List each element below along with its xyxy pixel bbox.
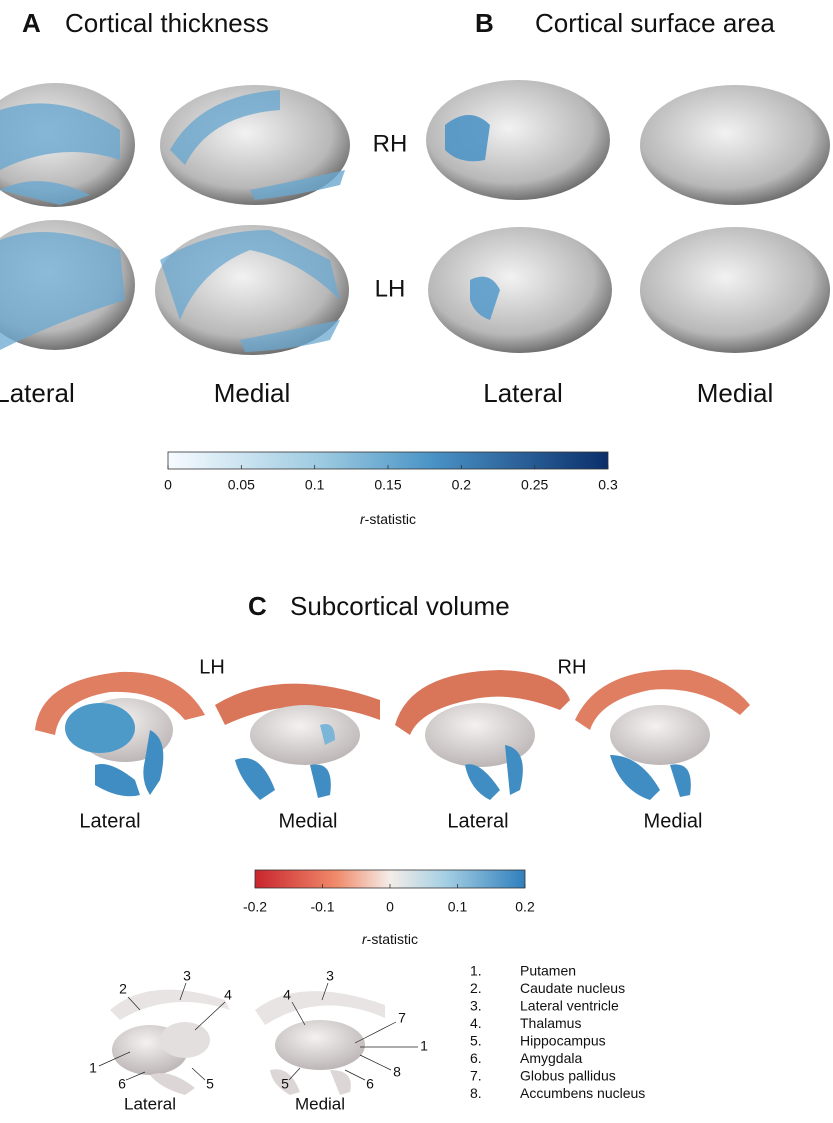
key-number: 5 xyxy=(206,1076,214,1092)
key-number: 6 xyxy=(118,1076,126,1092)
key-caption: Lateral xyxy=(124,1094,176,1113)
panel-title: Cortical surface area xyxy=(535,8,775,38)
key-list-number: 2. xyxy=(470,980,482,996)
brain-images xyxy=(0,80,830,355)
colorbar-tick-label: 0.2 xyxy=(452,477,472,493)
key-number: 7 xyxy=(398,1010,406,1026)
key-list-name: Lateral ventricle xyxy=(520,998,619,1014)
key-list-number: 4. xyxy=(470,1015,482,1031)
key-list-number: 1. xyxy=(470,963,482,979)
panel-letter: C xyxy=(248,591,267,621)
subcortical-images xyxy=(35,669,750,800)
key-list-name: Caudate nucleus xyxy=(520,980,625,996)
key-number: 3 xyxy=(183,968,191,984)
key-images xyxy=(98,982,418,1095)
key-list-number: 8. xyxy=(470,1085,482,1101)
key-list-number: 3. xyxy=(470,998,482,1014)
colorbar-tick-label: 0.2 xyxy=(515,899,535,915)
colorbar-tick-label: -0.1 xyxy=(310,899,334,915)
key-list-number: 6. xyxy=(470,1050,482,1066)
key-list-number: 7. xyxy=(470,1068,482,1084)
hemisphere-label: LH xyxy=(375,275,406,302)
key-caption: Medial xyxy=(295,1094,345,1113)
key-number: 4 xyxy=(224,987,232,1003)
key-number: 1 xyxy=(89,1060,97,1076)
key-number: 5 xyxy=(281,1076,289,1092)
key-number: 3 xyxy=(326,968,334,984)
colorbar-tick-label: 0.3 xyxy=(598,477,618,493)
key-list-name: Putamen xyxy=(520,963,576,979)
colorbar-ticks: -0.2 -0.1 0 0.1 0.2 xyxy=(243,884,535,915)
key-list-name: Globus pallidus xyxy=(520,1068,616,1084)
view-label: Medial xyxy=(279,810,338,832)
key-number: 8 xyxy=(393,1064,401,1080)
colorbar-label: r-statistic xyxy=(362,931,418,947)
colorbar-tick-label: 0.1 xyxy=(448,899,468,915)
view-label: Medial xyxy=(697,378,774,408)
panel-letter: B xyxy=(475,8,494,38)
colorbar-tick-label: -0.2 xyxy=(243,899,267,915)
key-number: 1 xyxy=(420,1038,428,1054)
label-italic: r xyxy=(362,931,368,947)
label-rest: -statistic xyxy=(367,931,418,947)
label-italic: r xyxy=(360,511,366,527)
panel-title: Subcortical volume xyxy=(290,591,510,621)
view-label: Lateral xyxy=(447,810,508,832)
colorbar-tick-label: 0.25 xyxy=(521,477,548,493)
key-list-name: Amygdala xyxy=(520,1050,582,1066)
key-list-number: 5. xyxy=(470,1033,482,1049)
key-list-name: Hippocampus xyxy=(520,1033,606,1049)
colorbar-ticks: 0 0.05 0.1 0.15 0.2 0.25 0.3 xyxy=(164,465,618,493)
key-list-name: Accumbens nucleus xyxy=(520,1085,645,1101)
view-label: Medial xyxy=(214,378,291,408)
hemisphere-label: LH xyxy=(199,656,225,678)
view-label: Lateral xyxy=(483,378,563,408)
panel-title: Cortical thickness xyxy=(65,8,269,38)
colorbar-tick-label: 0 xyxy=(386,899,394,915)
key-number: 2 xyxy=(119,981,127,997)
colorbar-tick-label: 0.05 xyxy=(228,477,255,493)
key-list: 1. Putamen 2. Caudate nucleus 3. Lateral vent… xyxy=(470,963,645,1102)
panel-letter: A xyxy=(22,8,41,38)
view-label: Lateral xyxy=(79,810,140,832)
colorbar-tick-label: 0 xyxy=(164,477,172,493)
hemisphere-label: RH xyxy=(558,656,587,678)
colorbar-label: r-statistic xyxy=(360,511,416,527)
key-number: 4 xyxy=(283,987,291,1003)
view-label: Lateral xyxy=(0,378,75,408)
colorbar-tick-label: 0.1 xyxy=(305,477,325,493)
colorbar-tick-label: 0.15 xyxy=(374,477,401,493)
key-list-name: Thalamus xyxy=(520,1015,581,1031)
key-number: 6 xyxy=(366,1076,374,1092)
hemisphere-label: RH xyxy=(373,130,408,157)
view-label: Medial xyxy=(644,810,703,832)
label-rest: -statistic xyxy=(365,511,416,527)
